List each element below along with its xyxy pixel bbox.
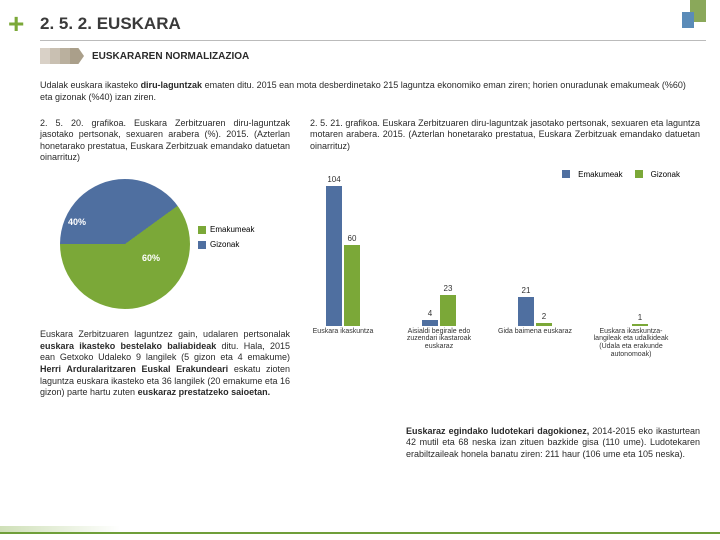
bar-value: 23 [440,284,456,293]
bar-men [344,245,360,326]
pie-caption: 2. 5. 20. grafikoa. Euskara Zerbitzuaren… [40,118,290,163]
bar-category-label: Aisialdi begirale edo zuzendari ikastaro… [394,328,484,351]
left-column: 2. 5. 20. grafikoa. Euskara Zerbitzuaren… [40,118,290,399]
bar-women [518,297,534,325]
bar-women [422,320,438,325]
right-paragraph: Euskaraz egindako ludotekari dagokionez,… [406,426,700,461]
bar-men [632,324,648,325]
bar-category-label: Euskara ikaskuntza [298,328,388,336]
title-rule [40,40,706,41]
pie-slice-label-60: 60% [142,253,160,263]
intro-text: Udalak euskara ikasteko diru-laguntzak e… [40,80,700,103]
bar-value: 104 [326,175,342,184]
left-paragraph: Euskara Zerbitzuaren laguntzez gain, uda… [40,329,290,399]
bar-category-label: Euskara ikaskuntza- langileak eta udalki… [586,328,676,359]
pie-slice-label-40: 40% [68,217,86,227]
right-column: 2. 5. 21. grafikoa. Euskara Zerbitzuaren… [310,118,700,461]
bar-value: 21 [518,286,534,295]
plus-icon: + [8,8,24,40]
bar-category-label: Gida baimena euskaraz [490,328,580,336]
subtitle: EUSKARAREN NORMALIZAZIOA [92,51,249,62]
header-accent [690,0,706,32]
pie-chart: 40% 60% Emakumeak Gizonak [40,171,270,321]
bar-value: 60 [344,234,360,243]
bar-chart: Emakumeak Gizonak 104 60 4 23 21 2 1 Eus… [310,160,700,360]
bar-caption: 2. 5. 21. grafikoa. Euskara Zerbitzuaren… [310,118,700,152]
footer-line [0,532,720,534]
legend-men: Gizonak [651,170,680,179]
pie-legend-item: Emakumeak [198,225,254,234]
page-title: 2. 5. 2. EUSKARA [40,14,181,34]
subtitle-row: EUSKARAREN NORMALIZAZIOA [40,48,249,64]
pie-legend: Emakumeak Gizonak [198,225,254,255]
bar-legend: Emakumeak Gizonak [562,170,680,179]
legend-women: Emakumeak [578,170,622,179]
bar-value: 4 [422,309,438,318]
arrow-badge [40,48,84,64]
bar-value: 1 [632,313,648,322]
bar-men [536,323,552,326]
bar-women [326,186,342,326]
pie-legend-item: Gizonak [198,240,254,249]
bar-men [440,295,456,326]
bar-value: 2 [536,312,552,321]
